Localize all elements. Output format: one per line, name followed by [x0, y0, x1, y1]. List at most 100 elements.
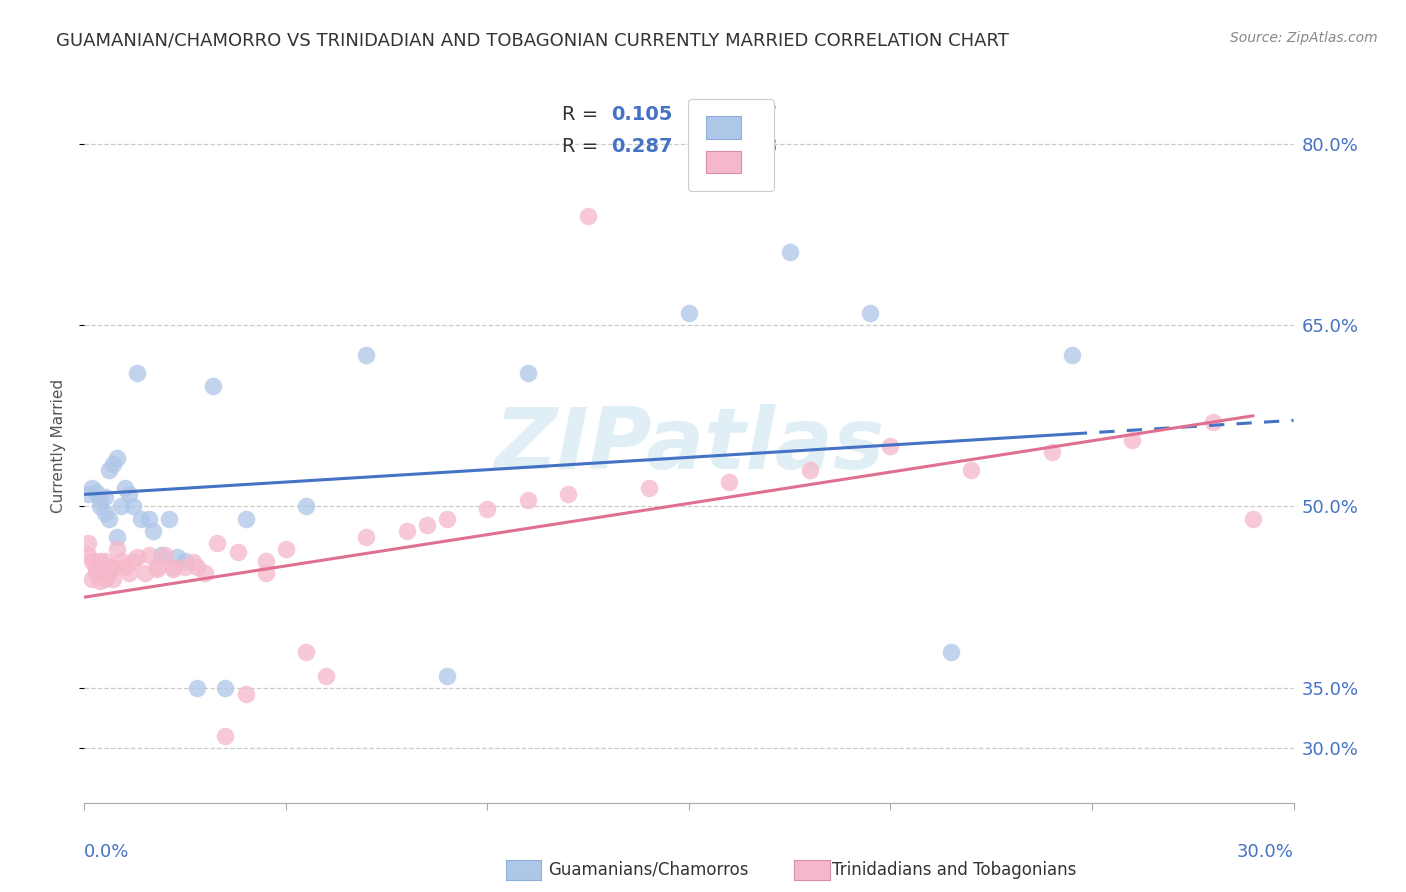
Point — [157, 511, 180, 525]
Point — [186, 560, 208, 574]
Point — [153, 548, 176, 562]
Point — [97, 560, 120, 574]
Point — [516, 493, 538, 508]
Text: Source: ZipAtlas.com: Source: ZipAtlas.com — [1230, 31, 1378, 45]
Point — [235, 687, 257, 701]
Point — [142, 524, 165, 538]
Point — [214, 681, 236, 695]
Point — [295, 500, 318, 514]
Point — [166, 550, 188, 565]
Point — [678, 306, 700, 320]
Point — [557, 487, 579, 501]
Point — [395, 524, 418, 538]
Point — [235, 511, 257, 525]
Point — [138, 548, 160, 562]
Point — [93, 554, 115, 568]
Point — [82, 481, 104, 495]
Point — [1202, 415, 1225, 429]
Point — [97, 566, 120, 580]
Point — [859, 306, 882, 320]
Point — [416, 517, 439, 532]
Point — [86, 566, 108, 580]
Text: N =: N = — [707, 136, 751, 156]
Point — [121, 500, 143, 514]
Point — [121, 554, 143, 568]
Point — [315, 669, 337, 683]
Text: Guamanians/Chamorros: Guamanians/Chamorros — [548, 861, 749, 879]
Point — [1241, 511, 1264, 525]
Text: 0.105: 0.105 — [612, 104, 673, 124]
Text: 37: 37 — [751, 104, 778, 124]
Point — [162, 562, 184, 576]
Point — [125, 367, 148, 381]
Point — [779, 245, 801, 260]
Point — [879, 439, 901, 453]
Point — [186, 681, 208, 695]
Point — [89, 574, 111, 589]
Text: 0.287: 0.287 — [612, 136, 673, 156]
Point — [93, 506, 115, 520]
Point — [105, 530, 128, 544]
Text: R =: R = — [562, 136, 605, 156]
Text: R =: R = — [562, 104, 605, 124]
Point — [254, 566, 277, 580]
Point — [138, 511, 160, 525]
Point — [105, 451, 128, 466]
Point — [356, 530, 378, 544]
Point — [118, 566, 141, 580]
Point — [477, 502, 499, 516]
Text: Trinidadians and Tobagonians: Trinidadians and Tobagonians — [832, 861, 1077, 879]
Legend: , : , — [689, 99, 775, 191]
Point — [149, 548, 172, 562]
Point — [86, 562, 108, 576]
Point — [162, 560, 184, 574]
Y-axis label: Currently Married: Currently Married — [51, 379, 66, 513]
Point — [89, 493, 111, 508]
Point — [1121, 433, 1143, 447]
Point — [105, 541, 128, 556]
Point — [134, 566, 156, 580]
Text: GUAMANIAN/CHAMORRO VS TRINIDADIAN AND TOBAGONIAN CURRENTLY MARRIED CORRELATION C: GUAMANIAN/CHAMORRO VS TRINIDADIAN AND TO… — [56, 31, 1010, 49]
Point — [202, 378, 225, 392]
Point — [516, 367, 538, 381]
Point — [436, 669, 458, 683]
Point — [254, 554, 277, 568]
Point — [799, 463, 821, 477]
Point — [576, 209, 599, 223]
Point — [110, 554, 132, 568]
Point — [77, 548, 100, 562]
Point — [86, 485, 108, 500]
Point — [194, 566, 217, 580]
Point — [114, 560, 136, 574]
Point — [214, 729, 236, 743]
Point — [146, 560, 169, 574]
Point — [93, 572, 115, 586]
Point — [77, 535, 100, 549]
Point — [436, 511, 458, 525]
Point — [207, 535, 229, 549]
Point — [356, 348, 378, 362]
Point — [174, 560, 197, 574]
Point — [1060, 348, 1083, 362]
Text: N =: N = — [707, 104, 751, 124]
Point — [1040, 445, 1063, 459]
Point — [97, 463, 120, 477]
Point — [82, 554, 104, 568]
Text: 58: 58 — [751, 136, 778, 156]
Point — [718, 475, 741, 490]
Point — [146, 562, 169, 576]
Point — [125, 550, 148, 565]
Point — [93, 490, 115, 504]
Point — [960, 463, 983, 477]
Point — [110, 500, 132, 514]
Point — [181, 555, 204, 569]
Point — [101, 560, 124, 574]
Point — [101, 572, 124, 586]
Point — [77, 487, 100, 501]
Point — [114, 481, 136, 495]
Point — [939, 645, 962, 659]
Point — [118, 487, 141, 501]
Point — [129, 511, 152, 525]
Point — [97, 511, 120, 525]
Point — [86, 560, 108, 574]
